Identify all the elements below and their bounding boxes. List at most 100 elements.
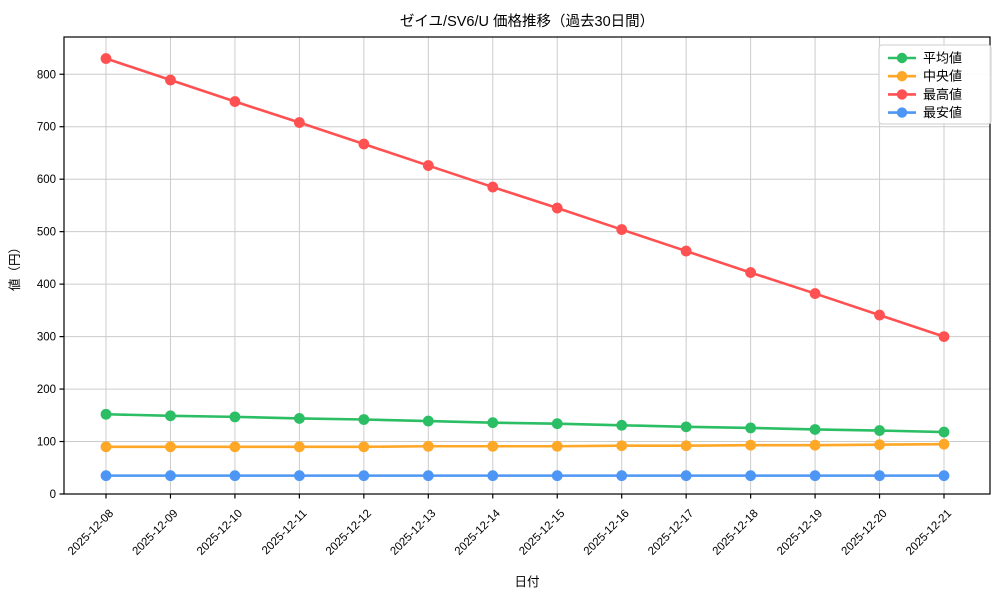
data-point-marker bbox=[293, 117, 305, 128]
data-point-marker bbox=[358, 138, 370, 150]
data-point-marker bbox=[229, 96, 241, 107]
data-point-marker bbox=[293, 470, 305, 482]
legend-box bbox=[878, 44, 992, 125]
data-point-marker bbox=[809, 470, 821, 482]
legend-label: 最安値 bbox=[923, 105, 962, 120]
x-tick-label: 2025-12-13 bbox=[388, 508, 438, 558]
data-point-marker bbox=[293, 441, 305, 453]
data-point-marker bbox=[680, 421, 692, 433]
x-tick-label: 2025-12-08 bbox=[66, 508, 116, 558]
data-point-marker bbox=[165, 74, 176, 86]
data-point-marker bbox=[745, 267, 757, 278]
y-tick-label: 200 bbox=[37, 384, 56, 396]
series-0 bbox=[100, 408, 950, 438]
legend-label: 平均値 bbox=[923, 51, 962, 66]
legend-item-0: 平均値 bbox=[888, 51, 962, 66]
x-tick-label: 2025-12-20 bbox=[840, 508, 890, 558]
x-tick-label: 2025-12-14 bbox=[453, 507, 504, 558]
y-tick-label: 800 bbox=[37, 69, 56, 81]
data-point-marker bbox=[165, 441, 176, 453]
data-point-marker bbox=[100, 470, 112, 482]
data-point-marker bbox=[293, 413, 305, 424]
data-point-marker bbox=[874, 425, 885, 436]
data-point-marker bbox=[551, 418, 563, 430]
series-1 bbox=[100, 438, 950, 453]
legend-item-1: 中央値 bbox=[888, 69, 962, 84]
data-point-marker bbox=[616, 470, 628, 482]
data-point-marker bbox=[616, 419, 628, 431]
data-point-marker bbox=[358, 441, 370, 453]
series-line bbox=[104, 442, 946, 449]
axes bbox=[59, 36, 991, 499]
data-point-marker bbox=[358, 470, 370, 482]
data-point-marker bbox=[745, 422, 757, 434]
y-tick-label: 400 bbox=[37, 279, 56, 291]
data-point-marker bbox=[874, 439, 885, 451]
x-tick-label: 2025-12-09 bbox=[130, 508, 180, 558]
gridlines bbox=[64, 37, 990, 495]
y-tick-label: 600 bbox=[37, 174, 56, 186]
legend-marker bbox=[896, 52, 908, 64]
legend-marker bbox=[896, 71, 908, 82]
data-point-marker bbox=[745, 470, 757, 482]
legend-item-3: 最安値 bbox=[888, 105, 962, 120]
legend-marker bbox=[896, 107, 908, 118]
data-point-marker bbox=[809, 288, 821, 299]
x-tick-label: 2025-12-11 bbox=[260, 508, 309, 557]
chart-title: ゼイユ/SV6/U 価格推移（過去30日間） bbox=[400, 13, 654, 30]
data-point-marker bbox=[100, 441, 112, 453]
series-3 bbox=[100, 470, 950, 482]
data-point-marker bbox=[551, 202, 563, 214]
x-axis-label: 日付 bbox=[514, 575, 539, 589]
y-tick-label: 500 bbox=[37, 227, 56, 239]
data-point-marker bbox=[100, 53, 112, 64]
data-point-marker bbox=[422, 160, 434, 171]
data-point-marker bbox=[809, 424, 821, 435]
data-point-marker bbox=[422, 470, 434, 482]
data-point-marker bbox=[487, 181, 499, 193]
tick-labels: 0 100 200 300 400 500 600 700 800 2025-12-08 2025-… bbox=[37, 69, 954, 557]
x-tick-label: 2025-12-18 bbox=[711, 508, 761, 558]
data-point-marker bbox=[938, 426, 950, 438]
data-point-marker bbox=[487, 417, 499, 429]
data-point-marker bbox=[616, 224, 628, 235]
data-point-marker bbox=[487, 440, 499, 452]
data-point-marker bbox=[358, 414, 370, 425]
x-tick-label: 2025-12-21 bbox=[904, 508, 954, 558]
y-tick-label: 700 bbox=[37, 122, 56, 134]
data-point-marker bbox=[165, 410, 176, 422]
y-tick-label: 100 bbox=[37, 437, 56, 449]
data-point-marker bbox=[809, 439, 821, 451]
data-point-marker bbox=[551, 470, 563, 482]
data-point-marker bbox=[616, 440, 628, 452]
data-point-marker bbox=[680, 245, 692, 257]
series-2 bbox=[100, 53, 950, 342]
data-point-marker bbox=[551, 440, 563, 452]
plot-border bbox=[63, 36, 991, 495]
data-series bbox=[100, 53, 950, 482]
x-tick-label: 2025-12-12 bbox=[324, 508, 374, 558]
data-point-marker bbox=[680, 470, 692, 482]
series-line bbox=[104, 57, 946, 338]
data-point-marker bbox=[229, 411, 241, 423]
legend-item-2: 最高値 bbox=[888, 87, 962, 102]
data-point-marker bbox=[229, 470, 241, 482]
data-point-marker bbox=[680, 440, 692, 452]
series-line bbox=[104, 412, 946, 434]
y-tick-label: 300 bbox=[37, 332, 56, 344]
data-point-marker bbox=[938, 438, 950, 450]
legend-label: 中央値 bbox=[923, 69, 962, 84]
data-point-marker bbox=[938, 470, 950, 482]
legend-label: 最高値 bbox=[923, 87, 962, 102]
x-tick-label: 2025-12-17 bbox=[646, 508, 696, 558]
y-axis-label: 値（円） bbox=[7, 241, 22, 291]
data-point-marker bbox=[938, 331, 950, 342]
data-point-marker bbox=[422, 440, 434, 452]
data-point-marker bbox=[100, 408, 112, 420]
legend-marker bbox=[896, 89, 908, 100]
x-tick-label: 2025-12-19 bbox=[775, 508, 825, 558]
y-tick-label: 0 bbox=[50, 489, 56, 501]
